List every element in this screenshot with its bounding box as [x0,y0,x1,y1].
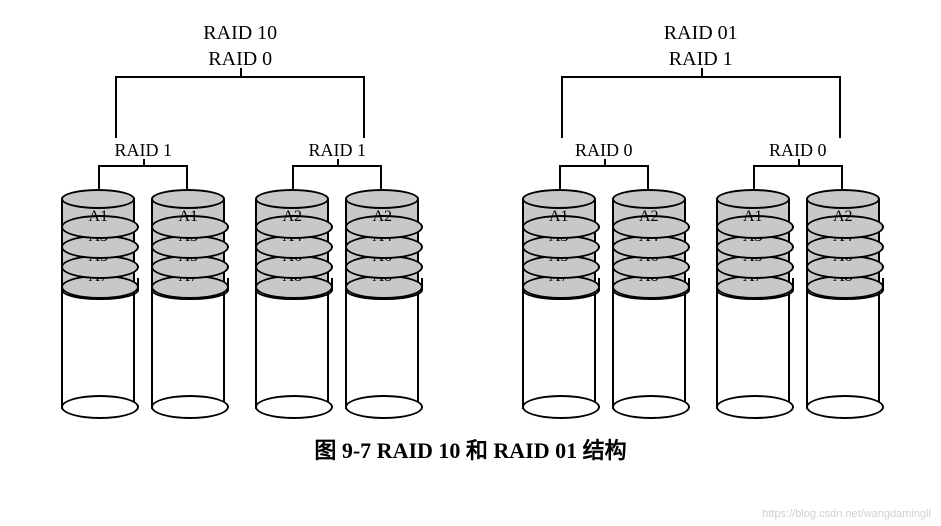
sub-bracket [559,165,649,187]
slice-label: A2 [282,208,302,225]
top-bracket [561,76,841,136]
slice-label: A2 [833,208,853,225]
slice-label: A1 [88,208,108,225]
slice-label: A2 [639,208,659,225]
sub-bracket [753,165,843,187]
disk-cylinder: A1A3A5A7 [61,189,135,409]
disk-top-ellipse [345,189,419,209]
disk-pair: A1A3A5A7A1A3A5A7 [61,189,225,409]
disk-top-ellipse [806,189,880,209]
subgroup-label: RAID 1 [115,140,173,161]
watermark-text: https://blog.csdn.net/wangdamingll [762,508,931,520]
subgroup: RAID 1 A1A3A5A7A1A3A5A7 [61,140,225,409]
disk-top-ellipse [716,189,790,209]
subgroup: RAID 0 A1A3A5A7A2A4A6A8 [522,140,686,409]
disk-cylinder: A1A3A5A7 [716,189,790,409]
disk-top-ellipse [61,189,135,209]
set-title-1: RAID 10 [203,20,277,46]
set-title-1: RAID 01 [664,20,738,46]
subgroup-label: RAID 1 [309,140,367,161]
disk-cylinder: A1A3A5A7 [151,189,225,409]
disk-cylinder: A2A4A6A8 [806,189,880,409]
slice-label: A1 [178,208,198,225]
subgroup-label: RAID 0 [769,140,827,161]
subgroup-label: RAID 0 [575,140,633,161]
set-titles: RAID 01RAID 1 [664,20,738,72]
subgroups-row: RAID 1 A1A3A5A7A1A3A5A7 RAID 1 A2A4A6A8A2A4… [61,140,419,409]
disk-pair: A1A3A5A7A2A4A6A8 [716,189,880,409]
top-bracket [115,76,365,136]
subgroup: RAID 0 A1A3A5A7A2A4A6A8 [716,140,880,409]
raid-set: RAID 10RAID 0RAID 1A1A3A5A7A1A3A5A7RAID … [61,20,419,409]
disk-top-ellipse [151,189,225,209]
disk-cylinder: A1A3A5A7 [522,189,596,409]
disk-cylinder: A2A4A6A8 [612,189,686,409]
subgroup: RAID 1 A2A4A6A8A2A4A6A8 [255,140,419,409]
slice-label: A2 [372,208,392,225]
disk-cylinder: A2A4A6A8 [345,189,419,409]
set-titles: RAID 10RAID 0 [203,20,277,72]
disk-pair: A2A4A6A8A2A4A6A8 [255,189,419,409]
sub-bracket [98,165,188,187]
slice-label: A1 [549,208,569,225]
sub-bracket [292,165,382,187]
raid-diagram: RAID 10RAID 0RAID 1A1A3A5A7A1A3A5A7RAID … [0,0,941,409]
disk-top-ellipse [522,189,596,209]
disk-top-ellipse [612,189,686,209]
figure-caption: 图 9-7 RAID 10 和 RAID 01 结构 [0,433,941,465]
slice-label: A1 [743,208,763,225]
subgroups-row: RAID 0A1A3A5A7A2A4A6A8RAID 0A1A3A5A7A2A4… [522,140,880,409]
raid-set: RAID 01RAID 1RAID 0A1A3A5A7A2A4A6A8RAID … [522,20,880,409]
disk-cylinder: A2A4A6A8 [255,189,329,409]
disk-pair: A1A3A5A7A2A4A6A8 [522,189,686,409]
disk-top-ellipse [255,189,329,209]
